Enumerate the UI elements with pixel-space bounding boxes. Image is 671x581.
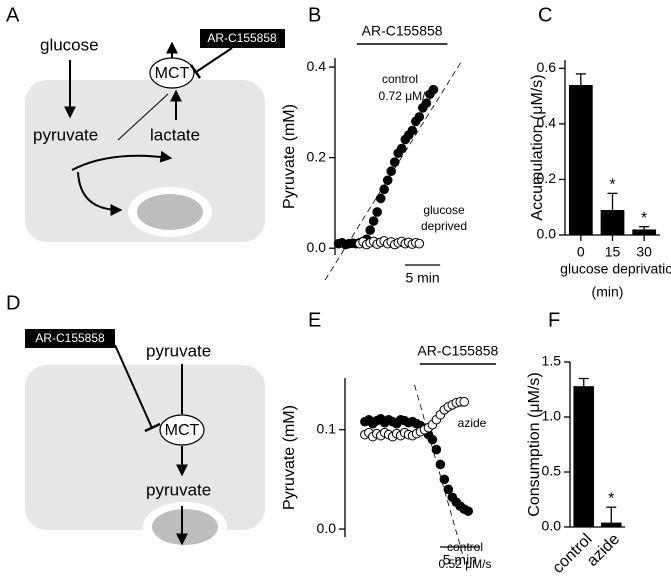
significance: * <box>609 177 615 194</box>
bar <box>568 85 593 235</box>
x-tick-label: 30 <box>636 244 652 260</box>
inhibitor-box <box>25 329 115 348</box>
data-point <box>459 397 470 407</box>
mitochondrion-inner <box>137 194 203 230</box>
panel-letter: C <box>538 4 552 26</box>
data-point <box>439 474 450 485</box>
y-tick-label: 0.4 <box>307 58 327 74</box>
diagram-a: glucose pyruvate lactate MCT AR-C155858 <box>25 29 285 242</box>
mitochondrion-inner <box>152 509 218 545</box>
data-point <box>365 225 375 235</box>
annotation: azide <box>458 416 487 430</box>
y-tick-label: 0.2 <box>307 148 327 164</box>
annotation: 0.72 μM/s <box>379 89 432 103</box>
data-point <box>375 193 386 204</box>
data-point <box>382 175 393 186</box>
inhibition-bar <box>144 422 161 433</box>
significance: * <box>641 210 647 227</box>
y-tick-label: 1.5 <box>542 353 562 369</box>
y-tick-label: 0.0 <box>317 520 337 536</box>
data-point <box>396 143 407 154</box>
data-point <box>368 216 379 226</box>
data-point <box>443 484 454 495</box>
annotation: glucose <box>423 203 465 217</box>
metabolite-label: pyruvate <box>33 125 98 144</box>
bar <box>600 522 622 527</box>
inhibition-line <box>114 344 153 429</box>
x-tick-label: 15 <box>605 244 621 260</box>
inhibition-line <box>195 47 233 73</box>
x-tick-label: azide <box>584 531 623 570</box>
drug-label: AR-C155858 <box>362 23 443 39</box>
data-point <box>431 444 442 455</box>
transporter-label: MCT <box>165 422 200 439</box>
y-tick-label: 0.5 <box>542 463 562 479</box>
annotation: 0.52 μM/s <box>439 557 492 571</box>
y-axis-label: Accumulation (μM/s) <box>529 74 546 220</box>
inhibitor-box <box>200 29 285 48</box>
x-tick-label: 0 <box>577 244 585 260</box>
data-point <box>389 157 400 167</box>
data-point <box>414 112 425 122</box>
transporter <box>159 414 205 446</box>
panel-letter: B <box>308 4 321 26</box>
data-point <box>386 166 397 177</box>
annotation: control <box>382 72 418 86</box>
y-tick-label: 0.0 <box>542 518 562 534</box>
cell <box>25 365 265 530</box>
connector <box>117 93 169 141</box>
data-point <box>372 207 382 217</box>
data-point <box>379 184 389 195</box>
data-point <box>463 506 474 516</box>
data-point <box>435 459 446 470</box>
annotation: control <box>447 540 483 554</box>
scale-bar-label: 5 min <box>443 552 477 568</box>
transporter-label: MCT <box>155 65 190 82</box>
data-point <box>428 84 439 95</box>
y-tick-label: 0.0 <box>537 226 557 242</box>
panel-letter: E <box>308 309 321 331</box>
arrow <box>77 171 123 216</box>
data-point <box>414 238 425 249</box>
annotation: deprived <box>421 219 467 233</box>
y-tick-label: 1.0 <box>542 408 562 424</box>
y-axis-label: Pyruvate (mM) <box>281 104 298 209</box>
metabolite-label: lactate <box>150 125 200 144</box>
panel-letter: A <box>6 4 20 26</box>
y-tick-label: 0.0 <box>307 239 327 255</box>
panel-letter: F <box>548 309 560 331</box>
data-point <box>427 434 438 445</box>
inhibitor-label: AR-C155858 <box>35 331 105 345</box>
inhibitor-label: AR-C155858 <box>207 31 277 45</box>
data-point <box>407 125 418 136</box>
y-tick-label: 0.4 <box>537 115 557 131</box>
metabolite-label: pyruvate <box>146 341 211 360</box>
metabolite-label: glucose <box>40 35 99 54</box>
y-tick-label: 0.6 <box>537 59 557 75</box>
y-axis-label: Pyruvate (mM) <box>281 405 298 510</box>
fit-line <box>414 384 465 560</box>
panel-letter: D <box>6 292 20 314</box>
significance: * <box>608 490 614 507</box>
bar <box>632 229 657 235</box>
arrow <box>71 150 173 171</box>
bar <box>573 386 595 527</box>
metabolite-label: pyruvate <box>146 480 211 499</box>
x-axis-label: glucose deprivation <box>560 261 671 277</box>
y-tick-label: 0.2 <box>537 170 557 186</box>
scale-bar-label: 5 min <box>405 270 439 286</box>
bar <box>600 210 625 235</box>
inhibition-bar <box>189 64 202 79</box>
y-axis-label: Consumption (μM/s) <box>526 372 543 516</box>
drug-label: AR-C155858 <box>417 343 498 359</box>
data-point <box>421 98 432 109</box>
x-axis-unit: (min) <box>592 284 624 300</box>
y-tick-label: 0.1 <box>317 420 337 436</box>
diagram-d: pyruvate MCT pyruvate AR-C155858 <box>25 329 265 552</box>
